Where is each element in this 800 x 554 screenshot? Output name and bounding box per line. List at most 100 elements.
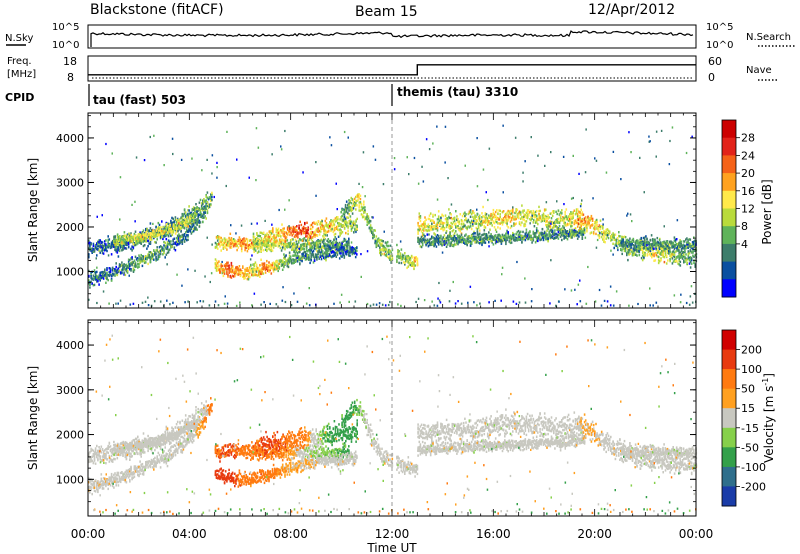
echo-cell <box>325 256 327 259</box>
echo-cell <box>331 228 333 231</box>
echo-cell <box>570 236 572 239</box>
echo-cell <box>254 272 257 275</box>
echo-cell <box>470 237 473 240</box>
echo-cell <box>305 249 308 252</box>
echo-cell <box>575 208 578 211</box>
echo-cell <box>535 214 538 218</box>
echo-cell <box>109 267 112 270</box>
echo-cell <box>507 233 509 237</box>
echo-cell <box>228 266 230 270</box>
echo-cell <box>196 206 198 209</box>
echo-cell <box>137 263 139 266</box>
echo-cell <box>162 248 164 251</box>
echo-cell <box>297 245 300 248</box>
echo-cell <box>398 255 400 258</box>
echo-cell <box>257 243 259 246</box>
echo-cell <box>565 230 568 233</box>
echo-cell <box>178 222 180 225</box>
echo-cell <box>429 237 432 241</box>
echo-cell <box>418 242 421 245</box>
echo-cell <box>561 231 563 235</box>
echo-cell <box>333 223 336 226</box>
echo-cell <box>167 242 170 246</box>
echo-cell <box>510 241 513 244</box>
echo-cell <box>510 217 513 220</box>
echo-cell <box>353 204 356 207</box>
echo-cell <box>315 241 317 244</box>
echo-cell <box>466 239 468 242</box>
echo-cell <box>236 268 238 271</box>
echo-cell <box>499 239 501 243</box>
echo-cell <box>278 244 281 247</box>
echo-cell <box>475 241 478 244</box>
echo-cell <box>237 270 240 273</box>
echo-cell <box>281 260 284 264</box>
site-title: Blackstone (fitACF) <box>90 2 224 18</box>
echo-cell <box>287 257 290 260</box>
echo-cell <box>153 230 155 233</box>
echo-cell <box>427 245 430 248</box>
echo-cell <box>477 233 480 236</box>
echo-cell <box>115 272 117 276</box>
echo-cell <box>526 213 529 216</box>
echo-cell <box>234 272 236 275</box>
echo-cell <box>374 229 376 232</box>
echo-cell <box>285 236 288 239</box>
echo-cell <box>121 249 123 252</box>
echo-cell <box>258 269 260 273</box>
echo-cell <box>342 208 345 211</box>
echo-cell <box>96 280 98 283</box>
echo-cell <box>195 211 197 214</box>
echo-cell <box>187 215 189 219</box>
echo-cell <box>191 225 194 228</box>
echo-cell <box>350 225 353 228</box>
echo-cell <box>250 246 252 249</box>
echo-cell <box>548 225 550 228</box>
echo-cell <box>287 245 290 248</box>
echo-cell <box>543 233 546 237</box>
echo-cell <box>319 243 322 246</box>
echo-cell <box>285 244 287 247</box>
echo-cell <box>228 264 230 267</box>
echo-cell <box>346 241 349 245</box>
echo-cell <box>183 212 186 215</box>
echo-cell <box>172 239 174 242</box>
echo-cell <box>293 258 295 262</box>
echo-cell <box>517 216 520 220</box>
echo-cell <box>329 226 331 229</box>
echo-cell <box>116 242 119 245</box>
echo-cell <box>381 239 383 242</box>
echo-cell <box>245 269 247 272</box>
echo-cell <box>252 235 255 238</box>
echo-cell <box>343 237 346 241</box>
echo-cell <box>216 235 219 238</box>
echo-cell <box>423 221 425 224</box>
echo-cell <box>418 217 421 221</box>
echo-cell <box>89 245 91 249</box>
echo-cell <box>129 268 131 271</box>
echo-cell <box>239 238 242 241</box>
echo-cell <box>242 272 244 275</box>
echo-cell <box>176 243 179 246</box>
echo-cell <box>305 232 307 235</box>
echo-cell <box>366 218 368 221</box>
echo-cell <box>540 233 543 237</box>
echo-cell <box>318 239 320 243</box>
echo-cell <box>171 221 173 225</box>
echo-cell <box>199 215 202 218</box>
echo-cell <box>375 245 378 248</box>
echo-cell <box>445 240 448 243</box>
echo-cell <box>259 241 261 244</box>
echo-cell <box>303 255 306 258</box>
echo-cell <box>120 240 122 243</box>
echo-cell <box>557 237 560 240</box>
echo-cell <box>343 224 346 228</box>
echo-cell <box>466 236 468 239</box>
echo-cell <box>176 238 179 241</box>
echo-cell <box>356 253 358 256</box>
echo-cell <box>432 225 434 229</box>
echo-cell <box>493 215 496 219</box>
echo-cell <box>527 237 530 240</box>
echo-cell <box>160 229 162 233</box>
